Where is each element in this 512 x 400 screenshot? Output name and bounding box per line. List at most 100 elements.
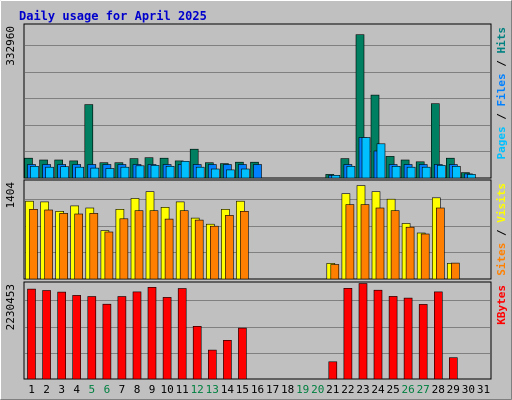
bar-pages-day-22: [346, 166, 356, 179]
bar-sites-day-6: [104, 231, 114, 280]
x-tick-label-21: 21: [326, 383, 339, 396]
bar-sites-day-22: [345, 204, 355, 280]
x-tick-label-14: 14: [221, 383, 235, 396]
bar-pages-day-9: [150, 165, 160, 179]
bar-kbytes-day-27: [418, 304, 428, 380]
y-max-label-hits-files-pages: 332960: [4, 26, 17, 66]
bar-pages-day-14: [226, 169, 235, 179]
x-tick-label-1: 1: [28, 383, 35, 396]
bar-kbytes-day-9: [147, 286, 157, 380]
legend-item: KBytes: [495, 285, 508, 325]
legend-item: Pages: [495, 126, 508, 159]
bar-kbytes-day-13: [208, 349, 217, 380]
y-max-label-visits-sites: 1404: [4, 182, 17, 209]
bar-kbytes-day-5: [87, 296, 97, 380]
legend-item: /: [495, 54, 508, 74]
bar-sites-day-7: [119, 218, 129, 280]
bar-sites-day-24: [375, 207, 385, 280]
x-tick-label-11: 11: [176, 383, 189, 396]
bar-sites-day-29: [450, 262, 460, 280]
bar-kbytes-day-22: [343, 287, 353, 380]
bar-sites-day-27: [420, 233, 430, 280]
bar-sites-day-10: [164, 218, 174, 280]
x-tick-label-22: 22: [341, 383, 354, 396]
bar-kbytes-day-23: [358, 283, 368, 380]
legend-item: Visits: [495, 183, 508, 223]
bar-kbytes-day-8: [132, 291, 142, 380]
bar-pages-day-11: [180, 161, 190, 179]
x-tick-label-4: 4: [73, 383, 80, 396]
bar-sites-day-26: [405, 226, 415, 280]
bar-pages-day-5: [90, 167, 100, 179]
bar-kbytes-day-1: [27, 288, 36, 380]
panel-kbytes: 2230453 KBytes: [4, 281, 508, 380]
x-tick-label-6: 6: [104, 383, 111, 396]
legend-item: /: [495, 107, 508, 127]
x-tick-label-15: 15: [236, 383, 249, 396]
legend-item: Files: [495, 73, 508, 106]
bar-pages-day-29: [451, 166, 461, 179]
bar-kbytes-day-21: [328, 361, 338, 380]
x-tick-label-30: 30: [462, 383, 475, 396]
x-tick-label-17: 17: [266, 383, 279, 396]
bar-sites-day-2: [44, 209, 53, 280]
bar-sites-day-28: [435, 207, 445, 280]
bar-kbytes-day-24: [373, 289, 383, 380]
bar-sites-day-5: [89, 213, 99, 280]
legend-hits-files-pages: Pages / Files / Hits: [495, 27, 508, 160]
x-tick-label-26: 26: [401, 383, 414, 396]
bar-sites-day-8: [134, 210, 144, 280]
x-tick-label-9: 9: [149, 383, 156, 396]
bar-pages-day-3: [60, 166, 70, 179]
x-tick-label-7: 7: [119, 383, 126, 396]
bar-kbytes-day-25: [388, 296, 398, 380]
bar-kbytes-day-11: [177, 288, 187, 380]
x-tick-label-3: 3: [58, 383, 65, 396]
legend-item: /: [495, 223, 508, 243]
panel-background: [23, 281, 492, 380]
bar-pages-day-30: [467, 174, 476, 179]
bar-sites-day-12: [194, 219, 204, 280]
bar-sites-day-9: [149, 210, 159, 280]
x-tick-label-16: 16: [251, 383, 264, 396]
bar-sites-day-14: [225, 215, 234, 280]
bar-pages-day-21: [331, 175, 341, 179]
bar-kbytes-day-15: [238, 327, 247, 380]
x-tick-label-18: 18: [281, 383, 294, 396]
bar-kbytes-day-3: [57, 291, 67, 380]
bar-kbytes-day-14: [223, 339, 232, 380]
bar-pages-day-6: [105, 168, 115, 179]
bar-kbytes-day-2: [42, 290, 51, 380]
x-tick-label-2: 2: [43, 383, 50, 396]
panel-background: [23, 23, 492, 179]
bar-pages-day-10: [165, 166, 175, 179]
bar-kbytes-day-7: [117, 296, 127, 380]
x-tick-label-29: 29: [447, 383, 460, 396]
legend-item: Hits: [495, 27, 508, 54]
bar-kbytes-day-12: [192, 325, 202, 380]
bar-pages-day-26: [406, 166, 416, 179]
bar-kbytes-day-10: [162, 297, 172, 380]
x-tick-label-13: 13: [206, 383, 219, 396]
bar-pages-day-2: [45, 166, 54, 179]
legend-kbytes: KBytes: [495, 285, 508, 325]
x-tick-label-10: 10: [160, 383, 173, 396]
bar-sites-day-15: [240, 211, 249, 280]
x-tick-label-8: 8: [134, 383, 141, 396]
x-tick-label-27: 27: [417, 383, 430, 396]
bar-pages-day-28: [436, 165, 446, 179]
x-tick-label-25: 25: [386, 383, 399, 396]
x-tick-label-12: 12: [191, 383, 204, 396]
bar-sites-day-4: [74, 213, 83, 280]
bar-sites-day-13: [210, 225, 219, 280]
bar-sites-day-23: [360, 204, 370, 280]
bar-files-day-16: [253, 164, 262, 179]
bar-kbytes-day-28: [433, 291, 443, 380]
bar-pages-day-13: [211, 168, 220, 179]
bar-sites-day-21: [330, 264, 340, 280]
legend-item: Sites: [495, 243, 508, 276]
bar-pages-day-25: [391, 166, 401, 179]
y-max-label-kbytes: 2230453: [4, 284, 17, 330]
bar-pages-day-8: [135, 165, 145, 179]
